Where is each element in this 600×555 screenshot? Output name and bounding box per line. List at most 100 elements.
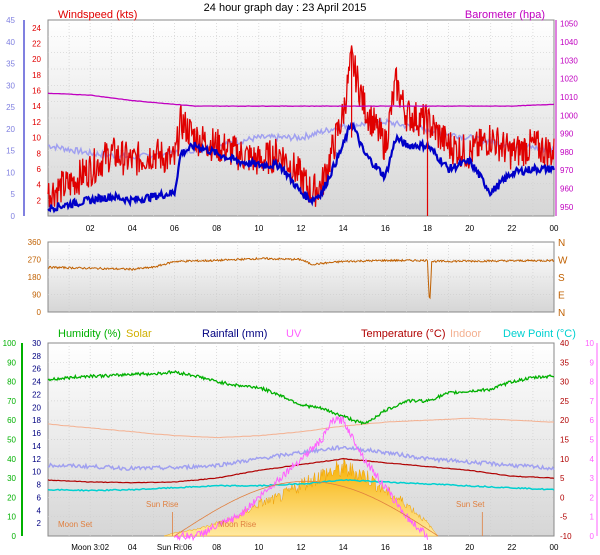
indoor-label: Indoor — [450, 328, 482, 340]
rainfall-label: Rainfall (mm) — [202, 328, 267, 340]
hour-tick: 20 — [465, 224, 474, 233]
temp-tick: 0 — [560, 493, 565, 502]
temperature-line — [47, 457, 555, 484]
compass-tick: W — [558, 256, 568, 267]
gust-tick: 0 — [11, 212, 16, 221]
hour-tick: 06 — [170, 224, 179, 233]
hour-tick: 04 — [128, 224, 137, 233]
uv-tick: 10 — [585, 339, 594, 348]
wind-tick: 24 — [32, 24, 41, 33]
humidity-tick: 40 — [7, 455, 16, 464]
hour-tick: Sun Ri:06 — [157, 543, 193, 552]
direction-tick: 270 — [28, 256, 42, 265]
gust-tick: 35 — [6, 60, 15, 69]
solar-label: Solar — [126, 328, 152, 340]
hour-tick: 16 — [381, 543, 390, 552]
baro-tick: 1050 — [560, 20, 578, 29]
hour-tick: 08 — [212, 224, 221, 233]
hour-tick: 12 — [297, 543, 306, 552]
dewpoint-label: Dew Point (°C) — [503, 328, 576, 340]
hour-tick: 08 — [212, 543, 221, 552]
wind-tick: 16 — [32, 87, 41, 96]
temp-tick: 40 — [560, 339, 569, 348]
temp-tick: 10 — [560, 455, 569, 464]
sun-rise-label: Sun Rise — [146, 500, 179, 509]
gust-tick: 40 — [6, 38, 15, 47]
baro-tick: 960 — [560, 185, 574, 194]
temperature-grid — [48, 343, 554, 536]
rain-tick: 28 — [32, 352, 41, 361]
event-markers: Moon Set Sun Rise Moon Rise Sun Set — [58, 500, 485, 529]
hour-tick: Moon 3:02 — [71, 543, 109, 552]
barometer-line — [47, 92, 555, 107]
rain-tick: 20 — [32, 403, 41, 412]
baro-tick: 1030 — [560, 56, 578, 65]
humidity-label: Humidity (%) — [58, 328, 121, 340]
uv-tick: 4 — [590, 455, 595, 464]
hour-tick: 14 — [339, 224, 348, 233]
rain-tick: 30 — [32, 339, 41, 348]
direction-tick: 90 — [32, 291, 41, 300]
wind-tick: 20 — [32, 55, 41, 64]
wind-tick: 10 — [32, 134, 41, 143]
temp-tick: -5 — [560, 513, 568, 522]
hour-tick: 02 — [86, 224, 95, 233]
temp-tick: 15 — [560, 436, 569, 445]
wind-tick: 12 — [32, 118, 41, 127]
barometer-axis-title: Barometer (hpa) — [465, 9, 545, 21]
temp-tick: 30 — [560, 378, 569, 387]
rain-tick: 24 — [32, 378, 41, 387]
uv-tick: 3 — [590, 474, 595, 483]
baro-tick: 1010 — [560, 93, 578, 102]
gust-tick: 25 — [6, 103, 15, 112]
temp-tick: 25 — [560, 397, 569, 406]
hour-tick: 14 — [339, 543, 348, 552]
direction-tick: 180 — [28, 273, 42, 282]
gust-line — [47, 122, 556, 214]
wind-tick: 22 — [32, 40, 41, 49]
uv-tick: 9 — [590, 358, 595, 367]
chart-title: 24 hour graph day : 23 April 2015 — [204, 2, 367, 14]
uv-tick: 5 — [590, 436, 595, 445]
uv-tick: 6 — [590, 416, 595, 425]
temp-tick: 35 — [560, 358, 569, 367]
sun-path — [174, 480, 439, 537]
uv-line — [174, 415, 428, 542]
wind-grid — [48, 20, 554, 216]
hour-tick: 00 — [550, 224, 559, 233]
compass-tick: E — [558, 291, 565, 302]
wind-axes: 02 04 06 08 10 12 14 16 18 20 22 002468101214161820… — [6, 16, 578, 233]
direction-line — [48, 256, 555, 300]
rain-tick: 2 — [37, 519, 42, 528]
humidity-tick: 50 — [7, 436, 16, 445]
hour-tick: 12 — [297, 224, 306, 233]
temperature-label: Temperature (°C) — [361, 328, 445, 340]
humidity-line — [47, 370, 555, 426]
uv-tick: 2 — [590, 493, 595, 502]
humidity-tick: 90 — [7, 358, 16, 367]
humidity-tick: 100 — [3, 339, 17, 348]
rain-tick: 14 — [32, 442, 41, 451]
rain-tick: 26 — [32, 365, 41, 374]
humidity-tick: 60 — [7, 416, 16, 425]
uv-tick: 0 — [590, 532, 595, 541]
hour-tick: 10 — [254, 224, 263, 233]
baro-tick: 990 — [560, 130, 574, 139]
hour-tick: 00 — [550, 543, 559, 552]
series-layer — [47, 45, 556, 542]
temp-tick: 20 — [560, 416, 569, 425]
baro-tick: 950 — [560, 203, 574, 212]
uv-tick: 7 — [590, 397, 595, 406]
hour-tick: 04 — [128, 543, 137, 552]
moon-set-label: Moon Set — [58, 520, 93, 529]
baro-tick: 1020 — [560, 75, 578, 84]
rain-tick: 12 — [32, 455, 41, 464]
uv-tick: 1 — [590, 513, 595, 522]
humidity-tick: 0 — [12, 532, 17, 541]
rain-tick: 8 — [37, 481, 42, 490]
gust-tick: 20 — [6, 125, 15, 134]
wind-tick: 6 — [37, 165, 42, 174]
humidity-tick: 80 — [7, 378, 16, 387]
